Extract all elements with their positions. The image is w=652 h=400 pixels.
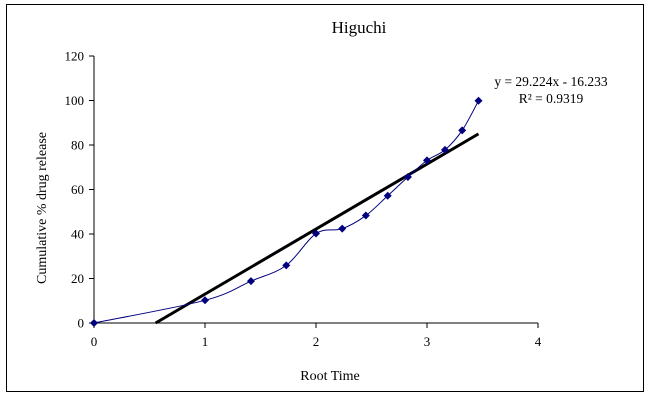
trendline-r-squared: R² = 0.9319 xyxy=(519,91,584,106)
x-tick-label: 0 xyxy=(91,334,98,349)
trendline xyxy=(154,132,480,325)
chart-title: Higuchi xyxy=(332,18,387,37)
x-axis-label: Root Time xyxy=(300,369,360,384)
x-tick-label: 1 xyxy=(202,334,209,349)
y-tick-label: 100 xyxy=(65,93,85,108)
data-point xyxy=(201,296,209,305)
y-tick-label: 60 xyxy=(71,182,84,197)
series-line xyxy=(93,100,479,324)
data-point xyxy=(403,173,412,182)
data-point xyxy=(474,96,483,105)
y-tick-label: 0 xyxy=(78,316,85,331)
data-point xyxy=(423,156,431,165)
data-point xyxy=(312,229,320,238)
y-axis-label: Cumulative % drug release xyxy=(35,132,50,284)
x-tick-label: 2 xyxy=(313,334,320,349)
y-tick-label: 20 xyxy=(71,271,84,286)
y-tick-label: 80 xyxy=(71,138,84,153)
y-tick-label: 40 xyxy=(71,227,84,242)
trendline-line xyxy=(154,132,480,325)
axes xyxy=(93,56,538,324)
data-point xyxy=(458,126,467,135)
x-tick-label: 3 xyxy=(424,334,431,349)
y-tick-label: 120 xyxy=(65,49,85,64)
data-point xyxy=(90,319,98,327)
data-point xyxy=(383,191,392,200)
data-point xyxy=(361,211,370,220)
series xyxy=(90,96,483,327)
x-tick-label: 4 xyxy=(535,334,542,349)
data-point xyxy=(282,261,291,270)
data-point xyxy=(440,145,449,154)
trendline-equation: y = 29.224x - 16.233 xyxy=(494,74,608,89)
data-point xyxy=(338,224,347,233)
data-point xyxy=(246,277,255,286)
